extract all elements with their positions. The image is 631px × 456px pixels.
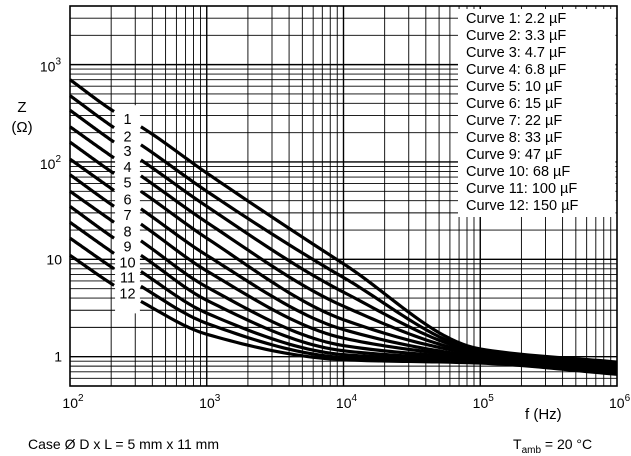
- footer-tamb-main: T: [513, 436, 522, 452]
- legend-entry-9: Curve 9: 47 µF: [466, 147, 562, 163]
- footer-case-text: Case Ø D x L = 5 mm x 11 mm: [28, 436, 219, 452]
- legend-entry-11: Curve 11: 100 µF: [466, 181, 577, 197]
- x-tick-label-100000: 105: [473, 393, 495, 411]
- series-line-12-right: [140, 299, 618, 376]
- series-line-10-left: [68, 221, 116, 255]
- y-axis-label: Z: [17, 99, 26, 116]
- curve-label-1: 1: [123, 112, 131, 128]
- legend-entry-3: Curve 3: 4.7 µF: [466, 45, 566, 61]
- series-line-7-left: [68, 173, 116, 208]
- curve-label-8: 8: [123, 225, 131, 241]
- y-tick-label-100-base: 10: [40, 156, 56, 172]
- series-line-6-left: [68, 157, 116, 192]
- x-tick-label-1000: 103: [199, 393, 221, 411]
- x-tick-label-100000-base: 10: [473, 395, 489, 411]
- series-line-2-left: [68, 94, 116, 130]
- x-tick-label-100000-exp: 5: [488, 393, 494, 404]
- x-tick-label-10000-exp: 4: [352, 393, 358, 404]
- series-line-4-left: [68, 125, 116, 160]
- y-tick-label-10: 10: [46, 251, 62, 267]
- series-line-9-left: [68, 205, 116, 240]
- series-line-8-left: [68, 189, 116, 224]
- legend-entry-8: Curve 8: 33 µF: [466, 130, 562, 146]
- legend-entry-4: Curve 4: 6.8 µF: [466, 62, 566, 78]
- curve-label-9: 9: [123, 240, 131, 256]
- footer-tamb-rest: = 20 °C: [541, 436, 592, 452]
- x-tick-label-10000: 104: [336, 393, 358, 411]
- x-tick-label-1000000-exp: 6: [625, 393, 631, 404]
- series-lines: [68, 78, 618, 376]
- legend-entry-2: Curve 2: 3.3 µF: [466, 28, 566, 44]
- legend-entry-5: Curve 5: 10 µF: [466, 79, 562, 95]
- curve-label-6: 6: [123, 193, 131, 209]
- legend-box: [458, 9, 616, 217]
- curve-label-4: 4: [123, 160, 131, 176]
- y-tick-label-1000: 103: [40, 57, 62, 75]
- series-line-3-left: [68, 108, 116, 144]
- y-axis-unit: (Ω): [11, 119, 32, 136]
- x-tick-label-1000000-base: 10: [609, 395, 625, 411]
- curve-label-7: 7: [123, 208, 131, 224]
- legend-entry-10: Curve 10: 68 µF: [466, 164, 570, 180]
- curve-label-background: [115, 105, 140, 314]
- series-line-5-left: [68, 140, 116, 175]
- footer-tamb-text: Tamb = 20 °C: [513, 436, 592, 456]
- legend-entry-6: Curve 6: 15 µF: [466, 96, 562, 112]
- y-tick-label-100: 102: [40, 154, 62, 172]
- x-axis-label: f (Hz): [525, 406, 562, 423]
- curve-label-5: 5: [123, 175, 131, 191]
- curve-label-10: 10: [119, 255, 135, 271]
- curve-label-3: 3: [123, 144, 131, 160]
- y-tick-label-1000-exp: 3: [55, 57, 61, 68]
- x-tick-label-1000-base: 10: [199, 395, 215, 411]
- x-tick-label-100-base: 10: [62, 395, 78, 411]
- y-tick-label-1000-base: 10: [40, 59, 56, 75]
- y-tick-label-1: 1: [54, 349, 62, 365]
- legend-entry-7: Curve 7: 22 µF: [466, 113, 562, 129]
- curve-label-gap: [115, 105, 140, 314]
- curve-label-12: 12: [119, 286, 135, 302]
- x-tick-label-1000-exp: 3: [215, 393, 221, 404]
- y-tick-label-100-exp: 2: [55, 154, 61, 165]
- footer-tamb-sub: amb: [522, 445, 542, 456]
- x-tick-label-10000-base: 10: [336, 395, 352, 411]
- x-tick-label-1000000: 106: [609, 393, 631, 411]
- x-tick-label-100: 102: [62, 393, 84, 411]
- curve-label-2: 2: [123, 129, 131, 145]
- series-line-11-left: [68, 236, 116, 271]
- curve-label-11: 11: [120, 270, 135, 286]
- legend-entry-12: Curve 12: 150 µF: [466, 198, 578, 214]
- x-tick-label-100-exp: 2: [78, 393, 84, 404]
- legend-entry-1: Curve 1: 2.2 µF: [466, 11, 566, 27]
- series-line-12-left: [68, 253, 116, 287]
- series-line-1-left: [68, 78, 116, 113]
